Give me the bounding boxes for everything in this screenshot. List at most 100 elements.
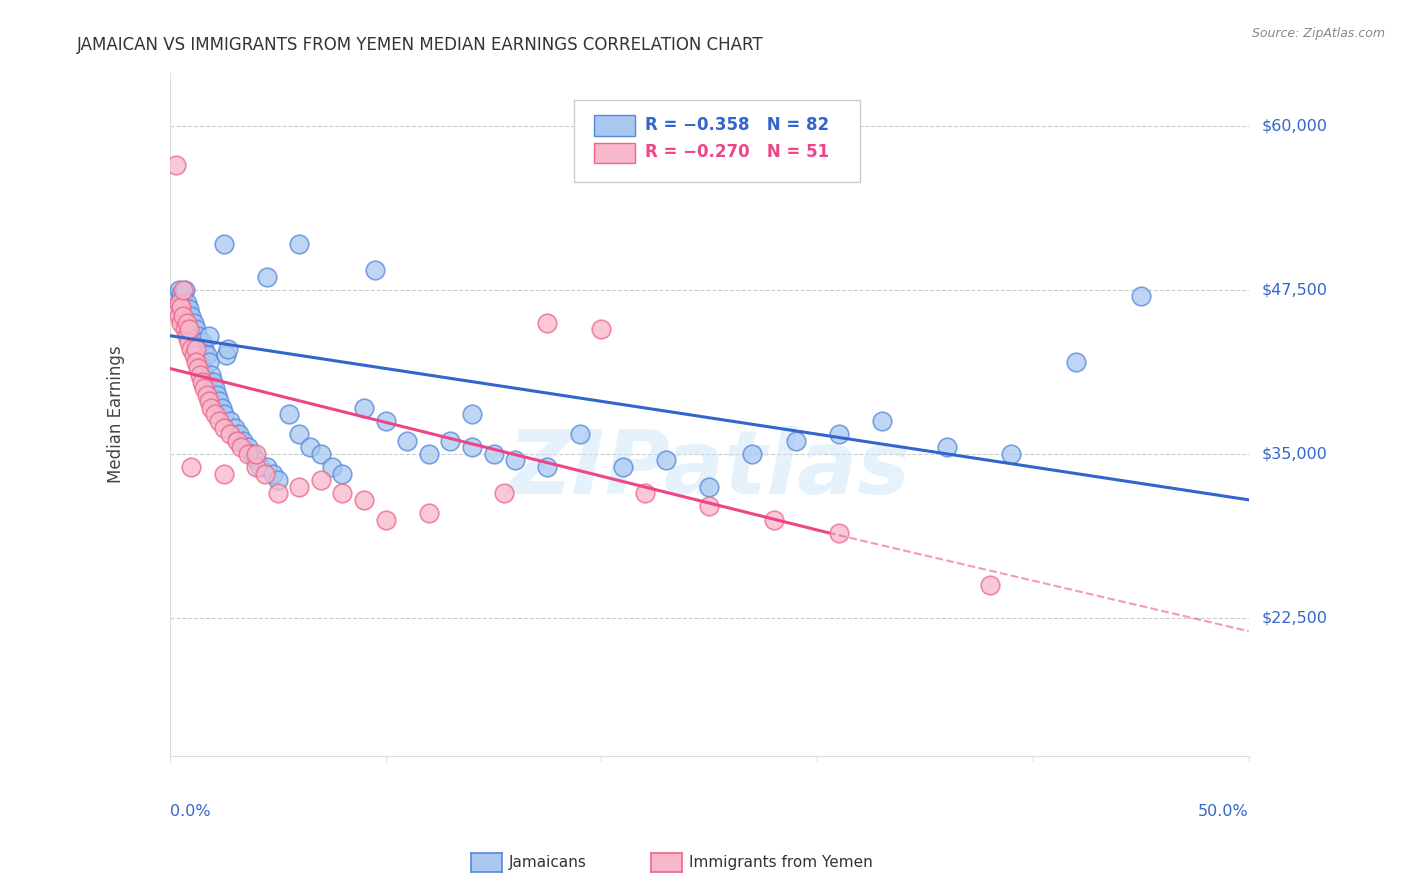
Point — [245, 460, 267, 475]
Point — [215, 348, 238, 362]
Point — [179, 302, 201, 317]
Point — [828, 525, 851, 540]
Point — [167, 309, 190, 323]
Text: $35,000: $35,000 — [1261, 446, 1327, 461]
Point — [183, 316, 205, 330]
Point — [439, 434, 461, 448]
Point — [176, 328, 198, 343]
Point — [568, 427, 591, 442]
Point — [536, 460, 558, 475]
Point — [935, 440, 957, 454]
Point — [165, 289, 187, 303]
Point — [374, 414, 396, 428]
Point — [741, 447, 763, 461]
Point — [697, 480, 720, 494]
Point — [1129, 289, 1152, 303]
Point — [332, 467, 354, 481]
Point — [176, 316, 198, 330]
FancyBboxPatch shape — [593, 115, 636, 136]
Point — [179, 322, 201, 336]
Point — [197, 328, 219, 343]
Point — [461, 440, 484, 454]
Point — [232, 434, 254, 448]
Point — [1000, 447, 1022, 461]
Point — [870, 414, 893, 428]
Point — [167, 283, 190, 297]
Point — [193, 381, 215, 395]
Point — [174, 322, 197, 336]
Point — [197, 355, 219, 369]
Text: Source: ZipAtlas.com: Source: ZipAtlas.com — [1251, 27, 1385, 40]
Point — [828, 427, 851, 442]
Text: Median Earnings: Median Earnings — [107, 345, 125, 483]
Point — [245, 453, 267, 467]
Point — [174, 283, 197, 297]
Point — [262, 467, 284, 481]
Point — [191, 335, 214, 350]
Point — [172, 309, 194, 323]
Point — [184, 355, 207, 369]
Point — [208, 414, 231, 428]
Point — [217, 342, 239, 356]
Point — [299, 440, 322, 454]
Point — [169, 302, 191, 317]
Point — [229, 440, 252, 454]
Point — [288, 480, 311, 494]
Point — [396, 434, 419, 448]
Point — [212, 420, 235, 434]
Point — [180, 460, 202, 475]
Point — [212, 467, 235, 481]
Point — [184, 342, 207, 356]
Point — [309, 447, 332, 461]
Point — [193, 342, 215, 356]
Point — [195, 388, 218, 402]
Point — [224, 420, 246, 434]
Point — [188, 368, 211, 382]
Point — [183, 348, 205, 362]
Point — [236, 440, 259, 454]
Point — [200, 401, 222, 415]
Point — [536, 316, 558, 330]
Point — [172, 289, 194, 303]
Point — [179, 335, 201, 350]
Point — [187, 348, 209, 362]
Point — [167, 295, 190, 310]
FancyBboxPatch shape — [575, 100, 860, 182]
Point — [172, 309, 194, 323]
Point — [176, 316, 198, 330]
Text: R = −0.358   N = 82: R = −0.358 N = 82 — [644, 116, 828, 134]
Point — [288, 427, 311, 442]
Point — [256, 269, 278, 284]
Point — [188, 355, 211, 369]
Text: Immigrants from Yemen: Immigrants from Yemen — [689, 855, 873, 870]
Point — [207, 388, 229, 402]
Point — [785, 434, 807, 448]
Point — [180, 342, 202, 356]
Point — [418, 447, 440, 461]
Point — [195, 375, 218, 389]
Point — [167, 295, 190, 310]
Point — [236, 447, 259, 461]
Point — [180, 328, 202, 343]
Point — [655, 453, 678, 467]
Text: 0.0%: 0.0% — [170, 804, 211, 819]
Point — [364, 263, 387, 277]
FancyBboxPatch shape — [593, 143, 636, 163]
Point — [228, 427, 250, 442]
Point — [204, 381, 226, 395]
Point — [191, 361, 214, 376]
Point — [461, 408, 484, 422]
Point — [762, 512, 785, 526]
Point — [979, 578, 1001, 592]
Point — [591, 322, 613, 336]
Point — [267, 486, 290, 500]
Point — [204, 408, 226, 422]
Point — [253, 467, 276, 481]
Point — [195, 348, 218, 362]
Point — [353, 401, 375, 415]
Point — [374, 512, 396, 526]
Point — [249, 460, 271, 475]
Point — [332, 486, 354, 500]
Point — [187, 361, 209, 376]
Point — [211, 401, 233, 415]
